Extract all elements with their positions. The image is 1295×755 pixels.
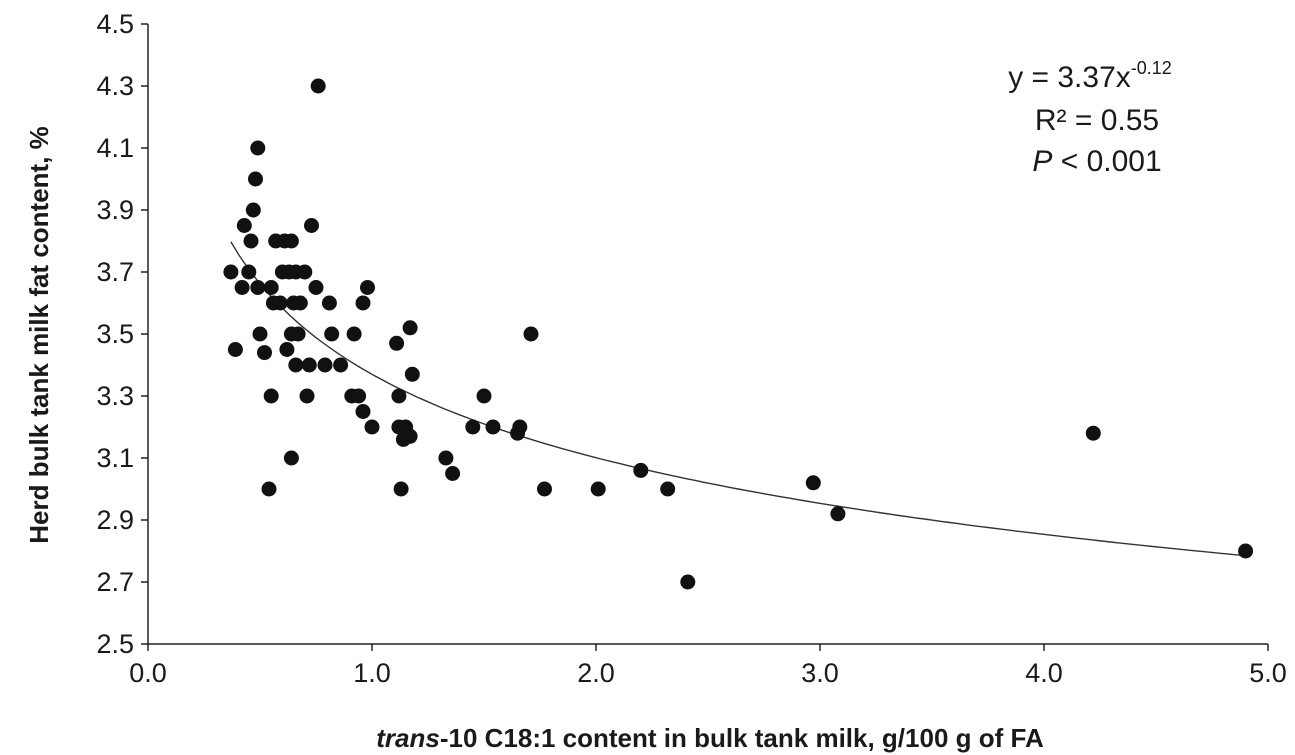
equation-exponent: -0.12	[1131, 58, 1172, 78]
x-tick-label: 1.0	[353, 658, 391, 688]
x-axis-title: trans-10 C18:1 content in bulk tank milk…	[376, 723, 1044, 753]
data-point	[283, 450, 299, 466]
y-tick-label: 3.5	[96, 319, 134, 349]
data-point	[680, 574, 696, 590]
y-tick-label: 3.1	[96, 443, 134, 473]
data-point	[485, 419, 501, 435]
data-point	[248, 171, 263, 187]
y-tick-label: 2.5	[96, 629, 134, 659]
data-point	[476, 388, 492, 404]
x-tick-label: 2.0	[577, 658, 615, 688]
data-point	[283, 233, 299, 249]
data-point	[304, 218, 319, 233]
data-point	[537, 481, 552, 497]
y-axis-title: Herd bulk tank milk fat content, %	[24, 126, 54, 544]
data-point	[297, 264, 313, 280]
data-point	[299, 388, 315, 404]
data-point	[355, 295, 371, 311]
axes: 2.5 2.7 2.9 3.1 3.3 3.5 3.7 3.9 4.1 4.3 4.5 0.0 1.0 2…	[96, 9, 1286, 688]
equation-base: y = 3.37x	[1008, 61, 1131, 94]
data-point	[351, 388, 367, 404]
data-point	[333, 357, 349, 373]
data-point	[236, 218, 252, 233]
data-point	[234, 280, 250, 295]
data-point	[324, 326, 340, 342]
data-point	[227, 342, 243, 357]
p-value-line: P < 0.001	[1032, 145, 1161, 178]
y-tick-label: 2.7	[96, 567, 134, 597]
data-point	[523, 326, 539, 342]
data-point	[290, 326, 306, 342]
data-point	[391, 388, 407, 404]
data-point	[355, 404, 371, 419]
data-point	[288, 357, 304, 373]
data-point	[263, 388, 279, 404]
equation-line: y = 3.37x-0.12	[1008, 58, 1172, 94]
data-point	[805, 475, 821, 491]
data-point	[292, 295, 308, 311]
data-point	[241, 264, 257, 280]
data-point	[243, 233, 259, 249]
trendline-layer	[230, 241, 1246, 557]
data-point	[245, 202, 261, 218]
data-point	[438, 450, 454, 466]
p-value-italic: P	[1032, 145, 1052, 178]
data-point	[250, 280, 266, 295]
data-point	[263, 280, 279, 295]
x-tick-label: 0.0	[129, 658, 167, 688]
y-tick-label: 3.3	[96, 381, 134, 411]
data-point	[250, 140, 266, 156]
data-point	[310, 78, 326, 94]
y-tick-label: 4.3	[96, 71, 134, 101]
data-point	[389, 335, 405, 351]
data-point	[257, 345, 272, 361]
data-point	[465, 419, 481, 435]
data-point	[308, 280, 324, 295]
data-points	[223, 78, 1254, 590]
equation-annotation: y = 3.37x-0.12 R² = 0.55 P < 0.001	[1008, 58, 1172, 178]
x-axis-title-rest: -10 C18:1 content in bulk tank milk, g/1…	[440, 723, 1044, 753]
data-point	[1085, 425, 1101, 441]
y-tick-label: 2.9	[96, 505, 134, 535]
data-point	[364, 419, 380, 435]
data-point	[321, 295, 337, 311]
data-point	[660, 481, 676, 497]
data-point	[346, 326, 362, 342]
data-point	[261, 481, 277, 497]
x-tick-label: 4.0	[1025, 658, 1063, 688]
data-point	[404, 366, 420, 382]
data-point	[301, 357, 317, 373]
data-point	[252, 326, 268, 342]
data-point	[279, 342, 295, 357]
x-tick-label: 3.0	[801, 658, 839, 688]
data-point	[360, 280, 375, 295]
data-point	[402, 428, 418, 444]
data-point	[223, 264, 239, 280]
x-tick-label: 5.0	[1249, 658, 1287, 688]
y-tick-label: 4.1	[96, 133, 134, 163]
data-point	[590, 481, 606, 497]
data-point	[317, 357, 333, 373]
r-squared-line: R² = 0.55	[1035, 104, 1159, 137]
data-point	[445, 466, 461, 481]
y-tick-label: 4.5	[96, 9, 134, 39]
x-axis-title-italic: trans	[376, 723, 440, 753]
data-point	[402, 320, 418, 336]
data-point	[1238, 543, 1254, 559]
p-value-rest: < 0.001	[1052, 145, 1161, 178]
data-point	[830, 506, 846, 522]
data-point	[393, 481, 409, 497]
trendline	[230, 241, 1246, 557]
data-point	[272, 295, 288, 311]
y-tick-label: 3.7	[96, 257, 134, 287]
y-tick-label: 3.9	[96, 195, 134, 225]
data-point	[633, 462, 649, 478]
data-point	[512, 419, 528, 435]
